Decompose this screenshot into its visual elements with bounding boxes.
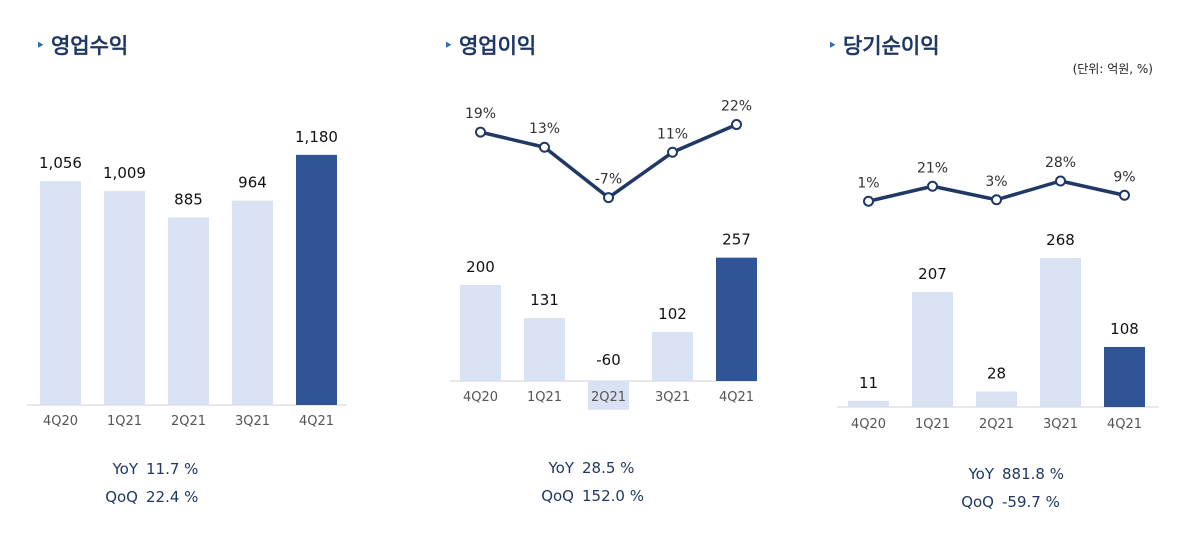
category-label: 2Q21 (171, 414, 206, 429)
qoq-row: QoQ -59.7 % (961, 493, 1060, 511)
category-label: 4Q20 (463, 390, 498, 405)
yoy-row: YoY 28.5 % (548, 459, 635, 477)
yoy-row: YoY 881.8 % (968, 465, 1064, 483)
panel-net-income: ‣ 당기순이익 (단위: 억원, %) 11 4Q20 207 1Q21 28 2Q21 26… (800, 0, 1199, 536)
value-label: 964 (238, 174, 267, 192)
category-label: 1Q21 (915, 417, 950, 432)
value-label: 11 (859, 374, 878, 392)
bar-3q21 (1040, 257, 1081, 407)
qoq-row: QoQ 152.0 % (541, 487, 644, 505)
margin-point (603, 192, 614, 204)
value-label: 1,056 (39, 154, 82, 172)
category-label: 4Q21 (1107, 417, 1142, 432)
bar-4q21 (716, 257, 757, 381)
margin-label: 22% (721, 99, 752, 115)
category-label: 4Q21 (719, 390, 754, 405)
stats-box: YoY 11.7 % QoQ 22.4 % (90, 455, 198, 511)
margin-point (863, 195, 874, 207)
value-label: 1,180 (295, 128, 338, 146)
category-label: 1Q21 (107, 414, 142, 429)
operating-profit-chart: 200 4Q20 131 1Q21 -60 2Q21 102 3Q21 257 4Q21 19% 13… (450, 99, 757, 410)
panel-operating-profit: ‣ 영업이익 200 4Q20 131 1Q21 -60 2Q21 102 3Q21 257 4Q2… (410, 0, 810, 536)
bar-3q21 (232, 200, 273, 405)
chevron-marker-icon: ‣ (36, 38, 45, 54)
value-label: 885 (174, 190, 203, 208)
category-label: 3Q21 (1043, 417, 1078, 432)
revenue-chart: 1,056 4Q20 1,009 1Q21 885 2Q21 964 3Q21 1,180 4Q2… (27, 128, 347, 429)
bar-3q21 (652, 332, 693, 381)
margin-point (667, 146, 678, 158)
margin-label: 11% (657, 126, 688, 142)
value-label: 200 (466, 258, 495, 276)
bar-1q21 (912, 291, 953, 407)
chart-title: ‣ 영업이익 (444, 34, 537, 58)
margin-point (539, 141, 550, 153)
margin-label: 21% (917, 160, 948, 176)
margin-point (475, 126, 486, 138)
bar-2q21 (976, 391, 1017, 407)
margin-point (991, 194, 1002, 206)
bar-4q20 (460, 285, 501, 381)
panel-revenue: ‣ 영업수익 1,056 4Q20 1,009 1Q21 885 2Q21 964 3Q21 1,… (0, 0, 400, 536)
bar-4q20 (848, 400, 889, 407)
bar-2q21 (168, 217, 209, 405)
value-label: 131 (530, 291, 559, 309)
margin-label: -7% (595, 172, 622, 188)
yoy-row: YoY 11.7 % (112, 460, 199, 478)
stats-box: YoY 881.8 % QoQ -59.7 % (946, 460, 1064, 516)
margin-point (927, 180, 938, 192)
bar-2q21 (588, 381, 629, 410)
margin-point (1055, 175, 1066, 187)
bar-4q21 (1104, 346, 1145, 407)
net-income-chart: 11 4Q20 207 1Q21 28 2Q21 268 3Q21 108 4Q21 1% 21% 3%… (837, 155, 1159, 432)
chevron-marker-icon: ‣ (444, 38, 453, 54)
margin-point (1119, 189, 1130, 201)
category-label: 1Q21 (527, 390, 562, 405)
category-label: 2Q21 (979, 417, 1014, 432)
margin-label: 19% (465, 106, 496, 122)
qoq-row: QoQ 22.4 % (105, 488, 199, 506)
category-label: 2Q21 (591, 390, 626, 405)
category-label: 4Q20 (851, 417, 886, 432)
margin-label: 9% (1113, 169, 1135, 185)
category-label: 3Q21 (235, 414, 270, 429)
margin-point (731, 119, 742, 131)
chart-title: ‣ 영업수익 (36, 34, 129, 58)
margin-label: 13% (529, 121, 560, 137)
stats-box: YoY 28.5 % QoQ 152.0 % (526, 454, 644, 510)
margin-label: 1% (857, 175, 879, 191)
bar-1q21 (104, 191, 145, 405)
value-label: 268 (1046, 231, 1075, 249)
bar-4q20 (40, 181, 81, 405)
chevron-marker-icon: ‣ (828, 38, 837, 54)
chart-title: ‣ 당기순이익 (828, 34, 940, 58)
unit-note: (단위: 억원, %) (1072, 62, 1153, 76)
value-label: 207 (918, 265, 947, 283)
value-label: 257 (722, 231, 751, 249)
margin-label: 28% (1045, 155, 1076, 171)
value-label: -60 (596, 351, 621, 369)
category-label: 4Q20 (43, 414, 78, 429)
category-label: 4Q21 (299, 414, 334, 429)
value-label: 102 (658, 305, 687, 323)
value-label: 108 (1110, 320, 1139, 338)
category-label: 3Q21 (655, 390, 690, 405)
bar-4q21 (296, 154, 337, 405)
value-label: 28 (987, 364, 1006, 382)
value-label: 1,009 (103, 164, 146, 182)
bar-1q21 (524, 318, 565, 381)
margin-label: 3% (985, 174, 1007, 190)
